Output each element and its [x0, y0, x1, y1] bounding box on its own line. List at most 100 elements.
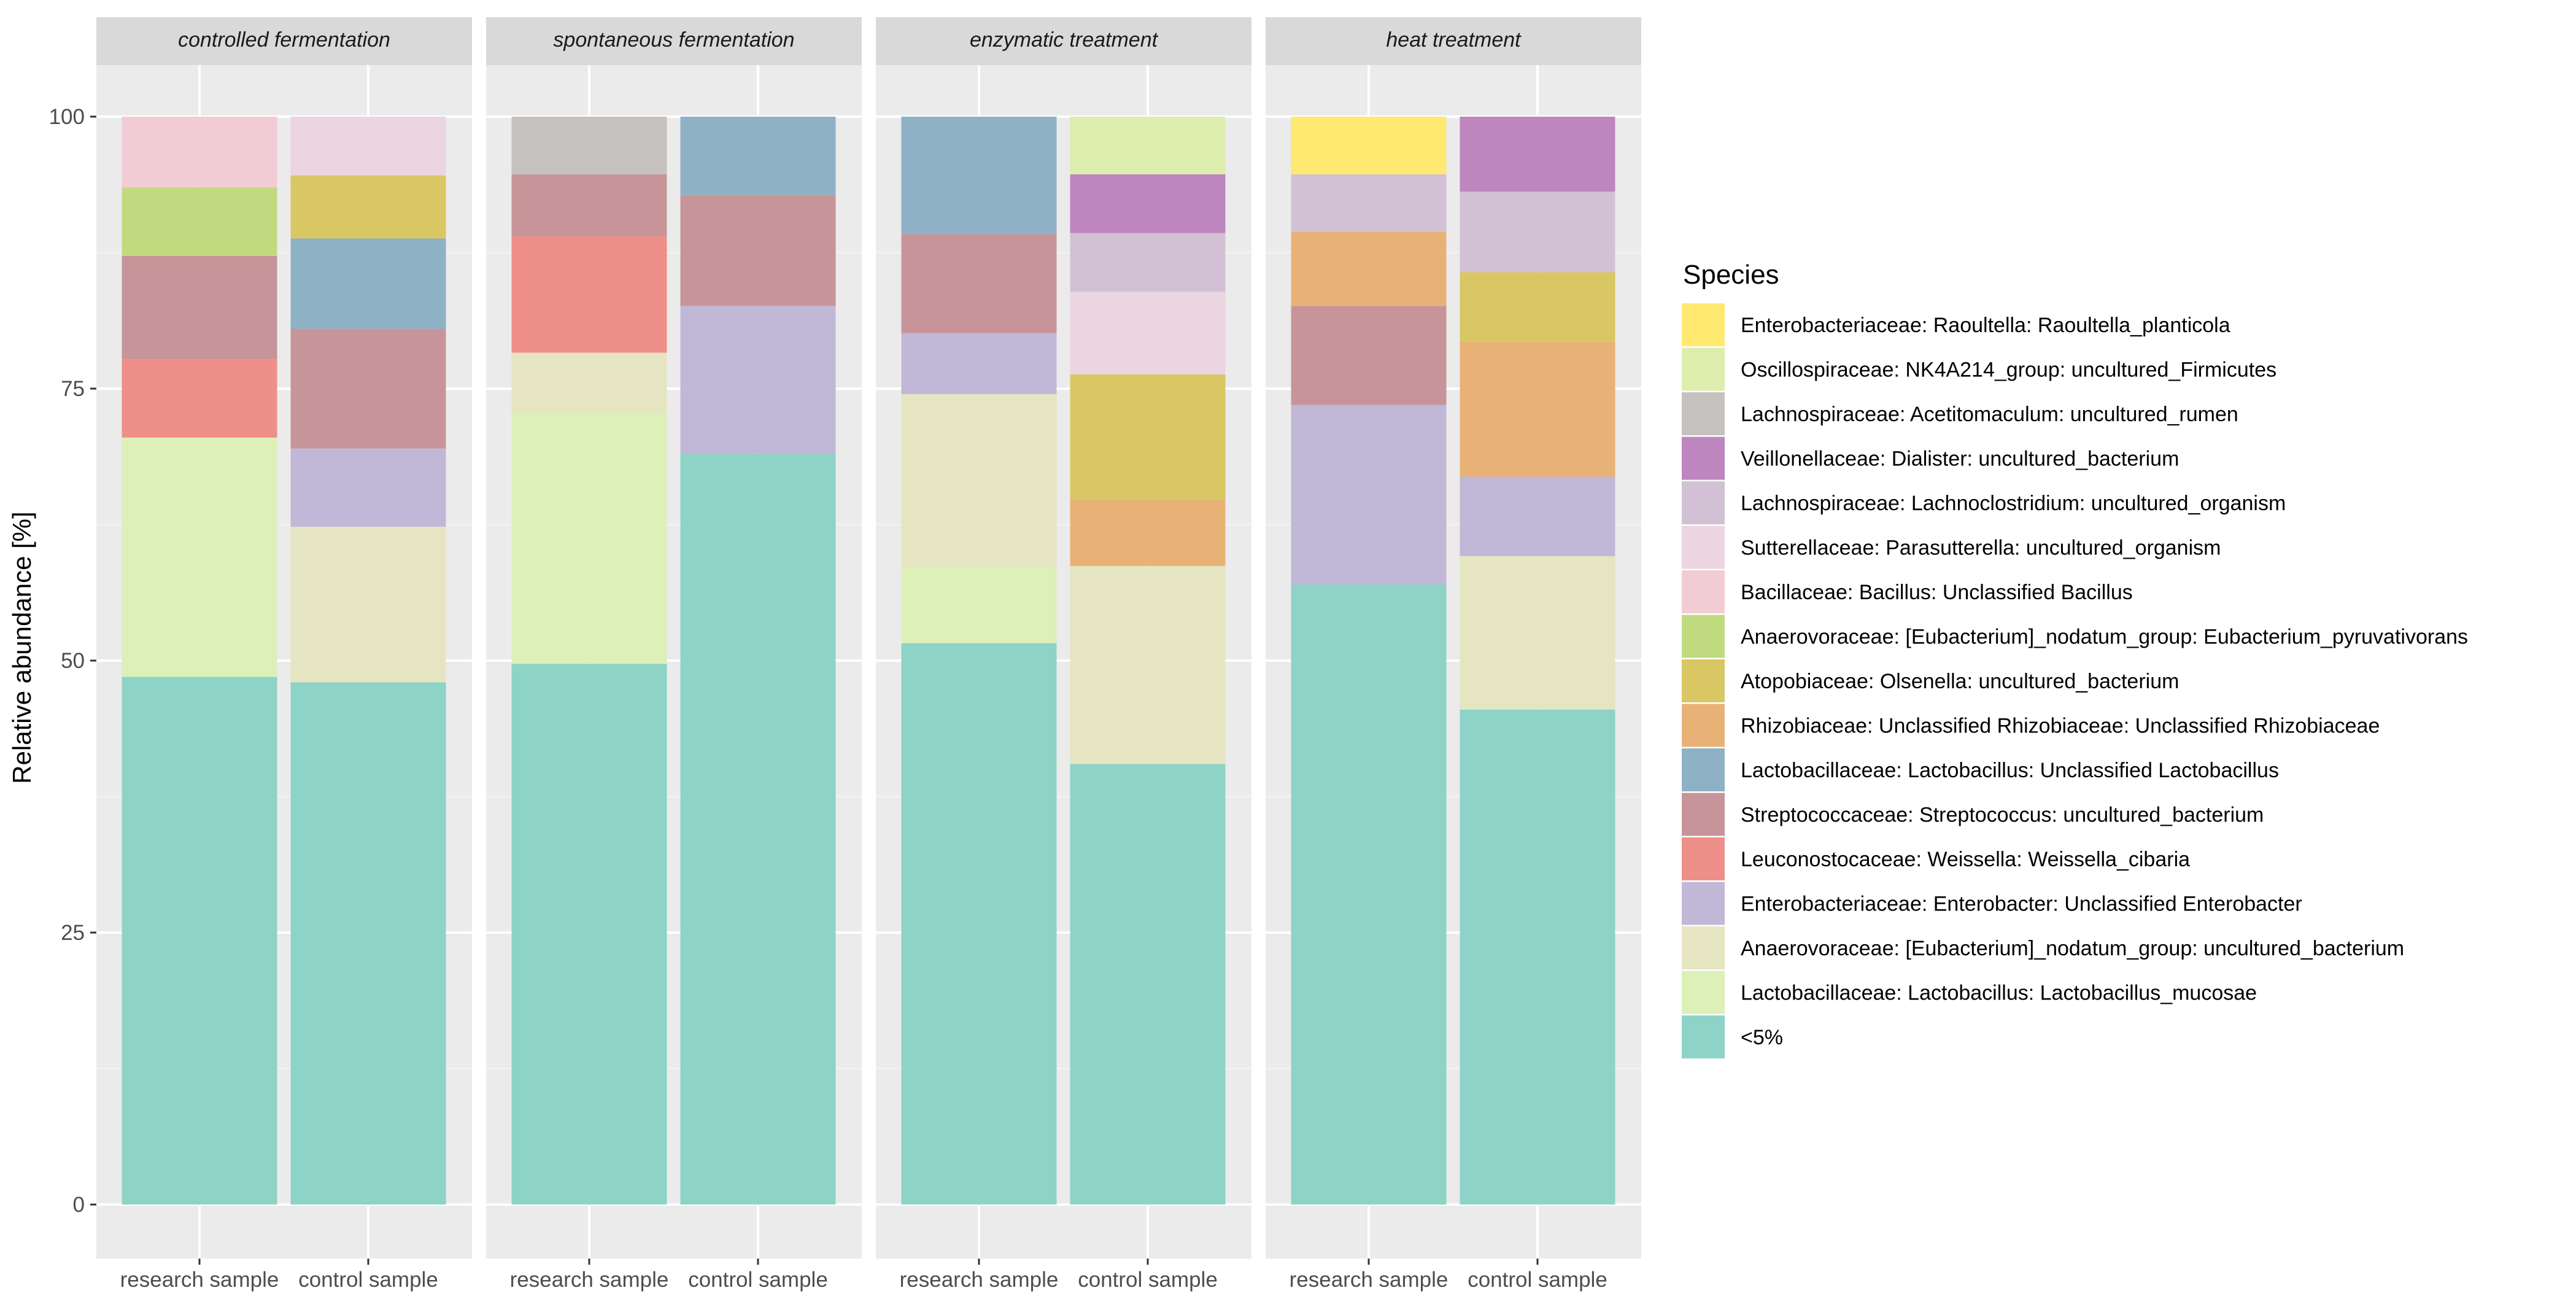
bar-segment — [1460, 272, 1615, 342]
facet-panel: enzymatic treatment research sample contro… — [876, 17, 1251, 1292]
bar-segment — [122, 187, 277, 256]
legend-label: Veillonellaceae: Dialister: uncultured_b… — [1741, 448, 2179, 471]
bar-segment — [511, 352, 667, 414]
bar-segment — [1291, 117, 1447, 174]
bar-segment — [1291, 231, 1447, 306]
x-tick-label: control sample — [1468, 1268, 1607, 1292]
y-axis-title: Relative abundance [%] — [7, 511, 36, 784]
legend-key — [1682, 437, 1725, 480]
bar-segment — [1070, 117, 1226, 174]
legend-item: Lactobacillaceae: Lactobacillus: Unclass… — [1682, 748, 2279, 791]
legend-label: Bacillaceae: Bacillus: Unclassified Baci… — [1741, 581, 2133, 604]
bar-segment — [511, 117, 667, 174]
bar-segment — [1460, 117, 1615, 192]
legend-label: Sutterellaceae: Parasutterella: uncultur… — [1741, 537, 2221, 560]
bar-segment — [290, 527, 446, 683]
bar-segment — [122, 677, 277, 1205]
y-tick-label: 50 — [61, 649, 85, 673]
y-tick-label: 0 — [73, 1193, 85, 1217]
legend-label: Lactobacillaceae: Lactobacillus: Unclass… — [1741, 759, 2279, 782]
legend-label: Enterobacteriaceae: Enterobacter: Unclas… — [1741, 893, 2302, 916]
legend-key — [1682, 659, 1725, 702]
x-tick-label: control sample — [688, 1268, 828, 1292]
legend-label: Oscillospiraceae: NK4A214_group: uncultu… — [1741, 359, 2276, 382]
legend-label: Rhizobiaceae: Unclassified Rhizobiaceae:… — [1741, 715, 2380, 738]
bar-segment — [1070, 292, 1226, 375]
bar-segment — [290, 448, 446, 527]
legend-label: Anaerovoraceae: [Eubacterium]_nodatum_gr… — [1741, 937, 2404, 960]
legend-item: Sutterellaceae: Parasutterella: uncultur… — [1682, 526, 2221, 569]
bar-segment — [290, 682, 446, 1205]
x-tick-label: control sample — [298, 1268, 438, 1292]
x-tick-label: research sample — [1290, 1268, 1449, 1292]
legend-items: Enterobacteriaceae: Raoultella: Raoultel… — [1682, 303, 2468, 1058]
legend-label: Anaerovoraceae: [Eubacterium]_nodatum_gr… — [1741, 626, 2468, 649]
bar-segment — [122, 437, 277, 677]
y-tick-label: 25 — [61, 921, 85, 945]
facet-title: enzymatic treatment — [970, 28, 1159, 52]
legend-key — [1682, 926, 1725, 969]
legend-label: Atopobiaceae: Olsenella: uncultured_bact… — [1741, 670, 2179, 693]
legend-item: Lachnospiraceae: Acetitomaculum: uncultu… — [1682, 392, 2238, 435]
bar-segment — [290, 117, 446, 176]
bar-segment — [1460, 476, 1615, 556]
legend-key — [1682, 392, 1725, 435]
legend-key — [1682, 570, 1725, 613]
bar-segment — [1460, 192, 1615, 273]
y-axis: 0 25 50 75 100 — [49, 105, 96, 1217]
legend-label: Enterobacteriaceae: Raoultella: Raoultel… — [1741, 314, 2230, 337]
bar-segment — [901, 117, 1057, 235]
bar-segment — [901, 567, 1057, 643]
facet-panels: controlled fermentation research sample co… — [96, 17, 1641, 1292]
legend-key — [1682, 526, 1725, 569]
legend-item: Lachnospiraceae: Lachnoclostridium: uncu… — [1682, 481, 2286, 524]
facet-panel: spontaneous fermentation research sample c… — [486, 17, 862, 1292]
legend-key — [1682, 1015, 1725, 1058]
bar-segment — [901, 394, 1057, 567]
bar-segment — [1460, 709, 1615, 1205]
legend-item: Oscillospiraceae: NK4A214_group: uncultu… — [1682, 347, 2276, 391]
legend-key — [1682, 793, 1725, 836]
bar-segment — [1291, 306, 1447, 405]
legend-key — [1682, 971, 1725, 1014]
bar-segment — [1070, 764, 1226, 1205]
y-tick-label: 100 — [49, 105, 85, 129]
legend-label: Lactobacillaceae: Lactobacillus: Lactoba… — [1741, 982, 2257, 1005]
legend-title: Species — [1683, 260, 1779, 290]
bar-segment — [680, 306, 836, 454]
legend-key — [1682, 303, 1725, 346]
facet-strip — [876, 17, 1251, 65]
facet-strip — [1266, 17, 1641, 65]
legend-item: <5% — [1682, 1015, 1783, 1058]
legend: Species Enterobacteriaceae: Raoultella: … — [1682, 260, 2468, 1058]
legend-label: <5% — [1741, 1026, 1783, 1049]
legend-item: Bacillaceae: Bacillus: Unclassified Baci… — [1682, 570, 2133, 613]
bar-segment — [511, 236, 667, 353]
legend-item: Lactobacillaceae: Lactobacillus: Lactoba… — [1682, 971, 2257, 1014]
bar-segment — [290, 328, 446, 449]
facet-panel: controlled fermentation research sample co… — [96, 17, 472, 1292]
facet-title: controlled fermentation — [178, 28, 390, 52]
legend-item: Enterobacteriaceae: Raoultella: Raoultel… — [1682, 303, 2230, 346]
bar-segment — [290, 175, 446, 239]
legend-item: Anaerovoraceae: [Eubacterium]_nodatum_gr… — [1682, 926, 2404, 969]
bar-segment — [1070, 499, 1226, 566]
legend-item: Anaerovoraceae: [Eubacterium]_nodatum_gr… — [1682, 615, 2468, 658]
x-tick-label: research sample — [900, 1268, 1059, 1292]
x-tick-label: research sample — [120, 1268, 279, 1292]
legend-item: Streptococcaceae: Streptococcus: uncultu… — [1682, 793, 2264, 836]
facet-strip — [96, 17, 472, 65]
bar-segment — [901, 333, 1057, 394]
legend-item: Veillonellaceae: Dialister: uncultured_b… — [1682, 437, 2179, 480]
legend-key — [1682, 615, 1725, 658]
bar-segment — [511, 413, 667, 664]
y-tick-label: 75 — [61, 377, 85, 401]
bar-segment — [680, 454, 836, 1205]
legend-key — [1682, 347, 1725, 391]
facet-title: heat treatment — [1386, 28, 1522, 52]
facet-title: spontaneous fermentation — [553, 28, 794, 52]
x-tick-label: control sample — [1078, 1268, 1218, 1292]
legend-item: Rhizobiaceae: Unclassified Rhizobiaceae:… — [1682, 704, 2380, 747]
bar-segment — [122, 255, 277, 360]
